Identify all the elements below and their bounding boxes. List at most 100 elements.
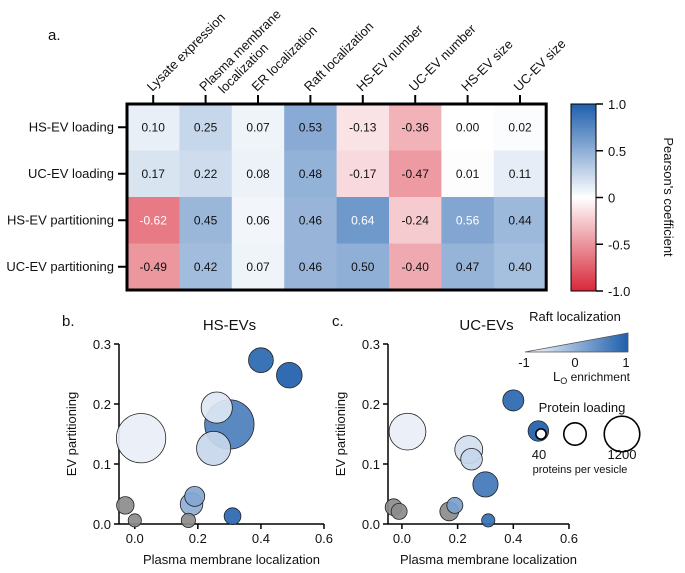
hs-point — [116, 496, 135, 515]
heatmap-cell — [179, 197, 233, 244]
hs-y-tick-label: 0.0 — [93, 517, 111, 532]
raft-tick-neg: -1 — [518, 355, 530, 370]
colorbar: 1.0 0.5 0 -0.5 -1.0 Pearson's coefficient — [570, 97, 676, 299]
colorbar-tick-label: 0.5 — [608, 144, 626, 159]
heatmap-cell-value: 0.42 — [194, 260, 218, 274]
loading-legend-circle — [535, 428, 547, 440]
uc-point — [388, 412, 427, 451]
row-label: UC-EV partitioning — [6, 259, 114, 274]
raft-tick-zero: 0 — [571, 355, 578, 370]
legend: Raft localization -1 0 1 LO enrichment P… — [518, 309, 641, 476]
heatmap-cell-value: -0.49 — [140, 260, 168, 274]
hs-point — [127, 513, 142, 528]
row-label: HS-EV partitioning — [7, 212, 114, 227]
hs-y-tick-label: 0.1 — [93, 457, 111, 472]
colorbar-tick-label: -0.5 — [608, 237, 630, 252]
heatmap-cell-value: -0.47 — [402, 167, 430, 181]
heatmap-cell — [336, 197, 390, 244]
colorbar-tick-label: 1.0 — [608, 97, 626, 112]
heatmap-cell — [284, 243, 338, 291]
heatmap-cell-value: 0.11 — [509, 167, 532, 181]
hs-point — [276, 361, 303, 389]
hs-y-tick-label: 0.2 — [93, 397, 111, 412]
uc-point — [472, 471, 499, 498]
hs-point — [223, 507, 242, 525]
heatmap-cell-value: 0.40 — [508, 260, 532, 274]
hs-x-tick-label: 0.0 — [126, 531, 144, 546]
uc-x-tick-label: 0.6 — [560, 531, 578, 546]
uc-point — [460, 448, 483, 471]
colorbar-gradient — [570, 103, 597, 292]
hs-point — [184, 486, 206, 507]
hs-x-tick-label: 0.4 — [252, 531, 270, 546]
heatmap-cell — [127, 197, 180, 244]
heatmap-cell — [231, 243, 285, 291]
uc-x-tick-label: 0.0 — [393, 531, 411, 546]
heatmap-cell — [284, 197, 338, 244]
heatmap-cell — [336, 104, 390, 151]
heatmap-cell-value: 0.25 — [194, 120, 218, 134]
heatmap-cell-value: -0.62 — [140, 213, 168, 227]
heatmap-cell-value: 0.64 — [351, 213, 375, 227]
heatmap-cell-value: 0.48 — [299, 167, 323, 181]
hs-point — [115, 413, 167, 464]
uc-y-tick-label: 0.3 — [362, 337, 380, 352]
loading-legend-circle — [603, 415, 641, 453]
panel-b-label: b. — [62, 313, 75, 330]
uc-point — [390, 502, 408, 520]
uc-y-tick-label: 0.2 — [362, 397, 380, 412]
heatmap-cell — [389, 197, 442, 244]
scatter-hs-evs: HS-EVs 0.0 0.1 0.2 0.3 0.0 0.2 0.4 0.6 Plasma mem… — [64, 317, 333, 567]
uc-y-label: EV partitioning — [333, 392, 348, 477]
hs-x-tick-label: 0.2 — [189, 531, 207, 546]
heatmap-cell — [231, 104, 285, 151]
heatmap-cell — [493, 150, 547, 198]
heatmap-cell-value: 0.45 — [194, 213, 218, 227]
heatmap-cell-value: 0.07 — [246, 120, 270, 134]
hs-x-label: Plasma membrane localization — [143, 552, 320, 567]
heatmap-cell — [493, 243, 547, 291]
loading-legend-circle — [562, 421, 588, 447]
hs-point — [196, 430, 232, 466]
heatmap-cell-value: -0.36 — [402, 120, 430, 134]
row-label: HS-EV loading — [29, 119, 114, 134]
heatmap-cell — [231, 150, 285, 198]
hs-point — [248, 347, 274, 373]
heatmap-cell-value: 0.08 — [246, 167, 270, 181]
heatmap-cell — [441, 197, 495, 244]
heatmap-cell-value: 0.53 — [299, 120, 323, 134]
heatmap-cell-value: 0.10 — [142, 120, 166, 134]
heatmap-cell-value: 0.17 — [142, 167, 166, 181]
heatmap-cell — [493, 197, 547, 244]
uc-x-tick-label: 0.2 — [449, 531, 467, 546]
heatmap-border — [125, 102, 548, 292]
loading-legend-title: Protein loading — [539, 400, 626, 415]
heatmap-cell-value: -0.17 — [349, 167, 377, 181]
heatmap-cell — [127, 104, 180, 151]
heatmap-cell — [389, 150, 442, 198]
raft-legend-title: Raft localization — [529, 309, 621, 324]
heatmap-cell-value: 0.06 — [246, 213, 270, 227]
heatmap-cell — [389, 243, 442, 291]
loading-unit: proteins per vesicle — [533, 464, 628, 476]
uc-point — [446, 496, 464, 514]
heatmap-cell — [389, 104, 442, 151]
heatmap-cell — [179, 104, 233, 151]
heatmap-cell-value: 0.07 — [246, 260, 270, 274]
heatmap-cell-value: 0.50 — [351, 260, 375, 274]
panel-c-label: c. — [332, 313, 344, 330]
loading-tick-large: 1200 — [608, 447, 637, 462]
heatmap-cell-value: -0.40 — [402, 260, 430, 274]
hs-y-tick-label: 0.3 — [93, 337, 111, 352]
heatmap-cell-value: 0.44 — [508, 213, 532, 227]
colorbar-tick-label: 0 — [608, 191, 615, 206]
row-label: UC-EV loading — [28, 166, 114, 181]
heatmap-cell — [127, 150, 180, 198]
heatmap-cell-value: 0.02 — [508, 120, 532, 134]
hs-y-label: EV partitioning — [64, 392, 79, 477]
raft-legend-wedge — [524, 332, 629, 353]
heatmap-cell — [127, 243, 180, 291]
hs-point — [180, 512, 196, 528]
heatmap-cell — [179, 150, 233, 198]
heatmap-cell — [441, 150, 495, 198]
